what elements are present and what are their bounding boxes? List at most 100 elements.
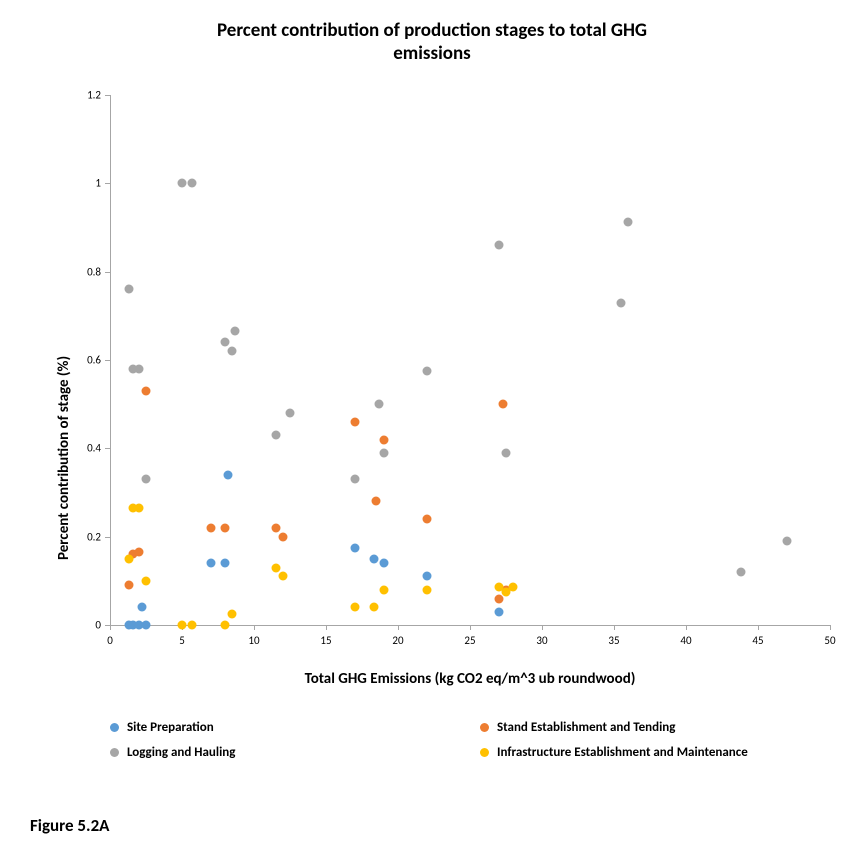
data-point <box>278 532 287 541</box>
legend-swatch <box>480 748 489 757</box>
legend-item: Infrastructure Establishment and Mainten… <box>480 745 830 760</box>
y-tick <box>105 537 110 538</box>
y-tick-label: 0.8 <box>87 265 101 278</box>
data-point <box>350 543 359 552</box>
data-point <box>494 241 503 250</box>
legend-label: Site Preparation <box>127 720 214 735</box>
plot-inner: 00.20.40.60.811.205101520253035404550 <box>110 95 830 625</box>
chart-title-line2: emissions <box>0 43 864 66</box>
data-point <box>178 179 187 188</box>
x-tick <box>758 625 759 630</box>
y-tick-label: 0 <box>95 619 101 632</box>
y-tick-label: 0.6 <box>87 354 101 367</box>
legend-label: Stand Establishment and Tending <box>497 720 675 735</box>
y-tick-label: 1 <box>95 177 101 190</box>
x-tick-label: 45 <box>752 634 763 647</box>
x-tick <box>398 625 399 630</box>
legend-swatch <box>480 723 489 732</box>
data-point <box>278 572 287 581</box>
data-point <box>124 554 133 563</box>
x-tick-label: 50 <box>824 634 835 647</box>
x-tick-label: 20 <box>392 634 403 647</box>
x-tick <box>542 625 543 630</box>
data-point <box>494 594 503 603</box>
data-point <box>422 585 431 594</box>
y-tick-label: 1.2 <box>87 89 101 102</box>
data-point <box>142 621 151 630</box>
data-point <box>624 217 633 226</box>
data-point <box>617 298 626 307</box>
legend-item: Stand Establishment and Tending <box>480 720 830 735</box>
data-point <box>509 583 518 592</box>
x-tick <box>830 625 831 630</box>
data-point <box>350 475 359 484</box>
data-point <box>494 607 503 616</box>
legend-label: Logging and Hauling <box>127 745 235 760</box>
x-tick <box>470 625 471 630</box>
y-axis-label: Percent contribution of stage (%) <box>55 356 73 560</box>
data-point <box>369 603 378 612</box>
legend-swatch <box>110 748 119 757</box>
data-point <box>271 431 280 440</box>
data-point <box>142 576 151 585</box>
x-tick <box>686 625 687 630</box>
legend-swatch <box>110 723 119 732</box>
plot-area: 00.20.40.60.811.205101520253035404550 <box>110 95 830 625</box>
data-point <box>142 475 151 484</box>
y-tick <box>105 183 110 184</box>
x-tick-label: 40 <box>680 634 691 647</box>
data-point <box>228 347 237 356</box>
data-point <box>422 572 431 581</box>
x-tick-label: 25 <box>464 634 475 647</box>
data-point <box>231 327 240 336</box>
data-point <box>221 621 230 630</box>
x-tick-label: 0 <box>107 634 113 647</box>
data-point <box>142 386 151 395</box>
y-tick-label: 0.2 <box>87 530 101 543</box>
data-point <box>350 417 359 426</box>
y-tick <box>105 360 110 361</box>
data-point <box>379 559 388 568</box>
y-tick <box>105 95 110 96</box>
x-tick <box>254 625 255 630</box>
data-point <box>134 503 143 512</box>
x-tick <box>110 625 111 630</box>
y-tick <box>105 272 110 273</box>
legend-item: Logging and Hauling <box>110 745 460 760</box>
chart-container: Percent contribution of production stage… <box>0 0 864 864</box>
chart-title: Percent contribution of production stage… <box>0 20 864 66</box>
x-tick-label: 35 <box>608 634 619 647</box>
x-axis-label: Total GHG Emissions (kg CO2 eq/m^3 ub ro… <box>110 670 830 688</box>
data-point <box>286 409 295 418</box>
chart-title-line1: Percent contribution of production stage… <box>0 20 864 43</box>
y-tick-label: 0.4 <box>87 442 101 455</box>
figure-caption: Figure 5.2A <box>30 815 110 836</box>
data-point <box>221 523 230 532</box>
x-tick-label: 10 <box>248 634 259 647</box>
x-tick-label: 15 <box>320 634 331 647</box>
x-tick <box>614 625 615 630</box>
data-point <box>350 603 359 612</box>
legend: Site Preparation Stand Establishment and … <box>110 720 830 760</box>
data-point <box>499 400 508 409</box>
data-point <box>369 554 378 563</box>
data-point <box>736 568 745 577</box>
y-tick <box>105 448 110 449</box>
data-point <box>124 285 133 294</box>
data-point <box>206 523 215 532</box>
data-point <box>178 621 187 630</box>
legend-item: Site Preparation <box>110 720 460 735</box>
data-point <box>221 559 230 568</box>
data-point <box>134 364 143 373</box>
data-point <box>228 609 237 618</box>
data-point <box>379 435 388 444</box>
data-point <box>224 470 233 479</box>
data-point <box>782 537 791 546</box>
data-point <box>188 621 197 630</box>
legend-label: Infrastructure Establishment and Mainten… <box>497 745 748 760</box>
data-point <box>271 563 280 572</box>
data-point <box>375 400 384 409</box>
y-axis-line <box>110 95 111 625</box>
data-point <box>221 338 230 347</box>
data-point <box>137 603 146 612</box>
